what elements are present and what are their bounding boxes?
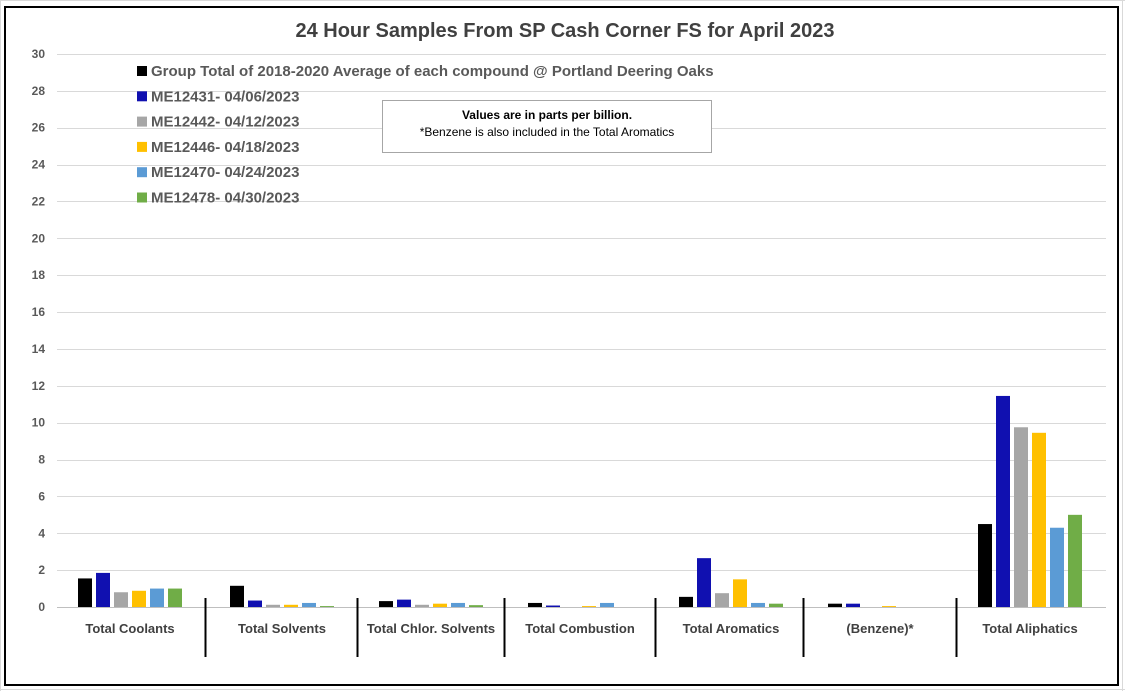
x-category-label: Total Coolants [85, 621, 174, 636]
y-tick-label: 28 [32, 84, 46, 98]
bar [451, 602, 465, 607]
bar [978, 524, 992, 607]
bar [96, 572, 110, 607]
y-tick-label: 24 [32, 158, 46, 172]
bar [114, 592, 128, 607]
legend-swatch [137, 141, 147, 152]
legend-label: ME12470- 04/24/2023 [151, 164, 299, 181]
x-category-label: Total Chlor. Solvents [367, 621, 495, 636]
bar [1032, 432, 1046, 607]
bar [230, 585, 244, 607]
y-tick-label: 4 [38, 526, 45, 540]
legend-label: ME12442- 04/12/2023 [151, 114, 299, 131]
bar [132, 590, 146, 607]
bar [168, 588, 182, 607]
bar [582, 606, 596, 607]
bar [996, 395, 1010, 607]
bar [433, 603, 447, 607]
units-note: Values are in parts per billion. *Benzen… [382, 100, 712, 153]
legend-swatch [137, 66, 147, 76]
bar [751, 602, 765, 607]
units-note-line1: Values are in parts per billion. [461, 108, 633, 122]
y-tick-label: 18 [32, 268, 46, 282]
bar [150, 588, 164, 607]
legend-swatch [137, 167, 147, 178]
bar [1014, 427, 1028, 607]
x-category-label: Total Aliphatics [982, 621, 1077, 636]
bar [546, 605, 560, 607]
units-note-line2: *Benzene is also included in the Total A… [419, 125, 675, 139]
bar [248, 600, 262, 607]
bar [733, 579, 747, 607]
y-tick-label: 0 [38, 600, 45, 614]
legend-swatch [137, 91, 147, 102]
y-tick-label: 16 [32, 305, 46, 319]
bar [397, 599, 411, 607]
bar [469, 605, 483, 607]
x-category-label: Total Combustion [525, 621, 635, 636]
legend-label: Group Total of 2018-2020 Average of each… [151, 63, 714, 80]
legend-swatch [137, 116, 147, 127]
y-tick-label: 12 [32, 379, 46, 393]
bar [769, 603, 783, 607]
legend-label: ME12431- 04/06/2023 [151, 88, 299, 105]
bar [846, 603, 860, 607]
y-tick-label: 10 [32, 416, 46, 430]
y-tick-label: 6 [38, 489, 45, 503]
legend-label: ME12478- 04/30/2023 [151, 190, 299, 207]
legend-label: ME12446- 04/18/2023 [151, 139, 299, 156]
x-category-label: (Benzene)* [846, 621, 914, 636]
bar [679, 596, 693, 607]
x-category-label: Total Aromatics [683, 621, 780, 636]
bar [78, 578, 92, 607]
y-tick-label: 26 [32, 121, 46, 135]
bar [320, 606, 334, 607]
bar [697, 558, 711, 607]
y-tick-label: 8 [38, 453, 45, 467]
bar [379, 601, 393, 607]
bar [266, 604, 280, 607]
x-category-label: Total Solvents [238, 621, 326, 636]
bar [882, 606, 896, 607]
bar [1050, 527, 1064, 607]
bar [715, 593, 729, 607]
bar [302, 602, 316, 607]
y-tick-label: 30 [32, 47, 46, 61]
bar [828, 603, 842, 607]
y-tick-label: 2 [38, 563, 45, 577]
bar [415, 604, 429, 607]
bar [528, 602, 542, 607]
y-tick-label: 14 [32, 342, 46, 356]
bar [284, 604, 298, 607]
bar [600, 602, 614, 607]
bar [1068, 514, 1082, 607]
y-tick-label: 20 [32, 231, 46, 245]
y-tick-label: 22 [32, 194, 46, 208]
legend-swatch [137, 192, 147, 203]
chart-title: 24 Hour Samples From SP Cash Corner FS f… [295, 20, 834, 42]
